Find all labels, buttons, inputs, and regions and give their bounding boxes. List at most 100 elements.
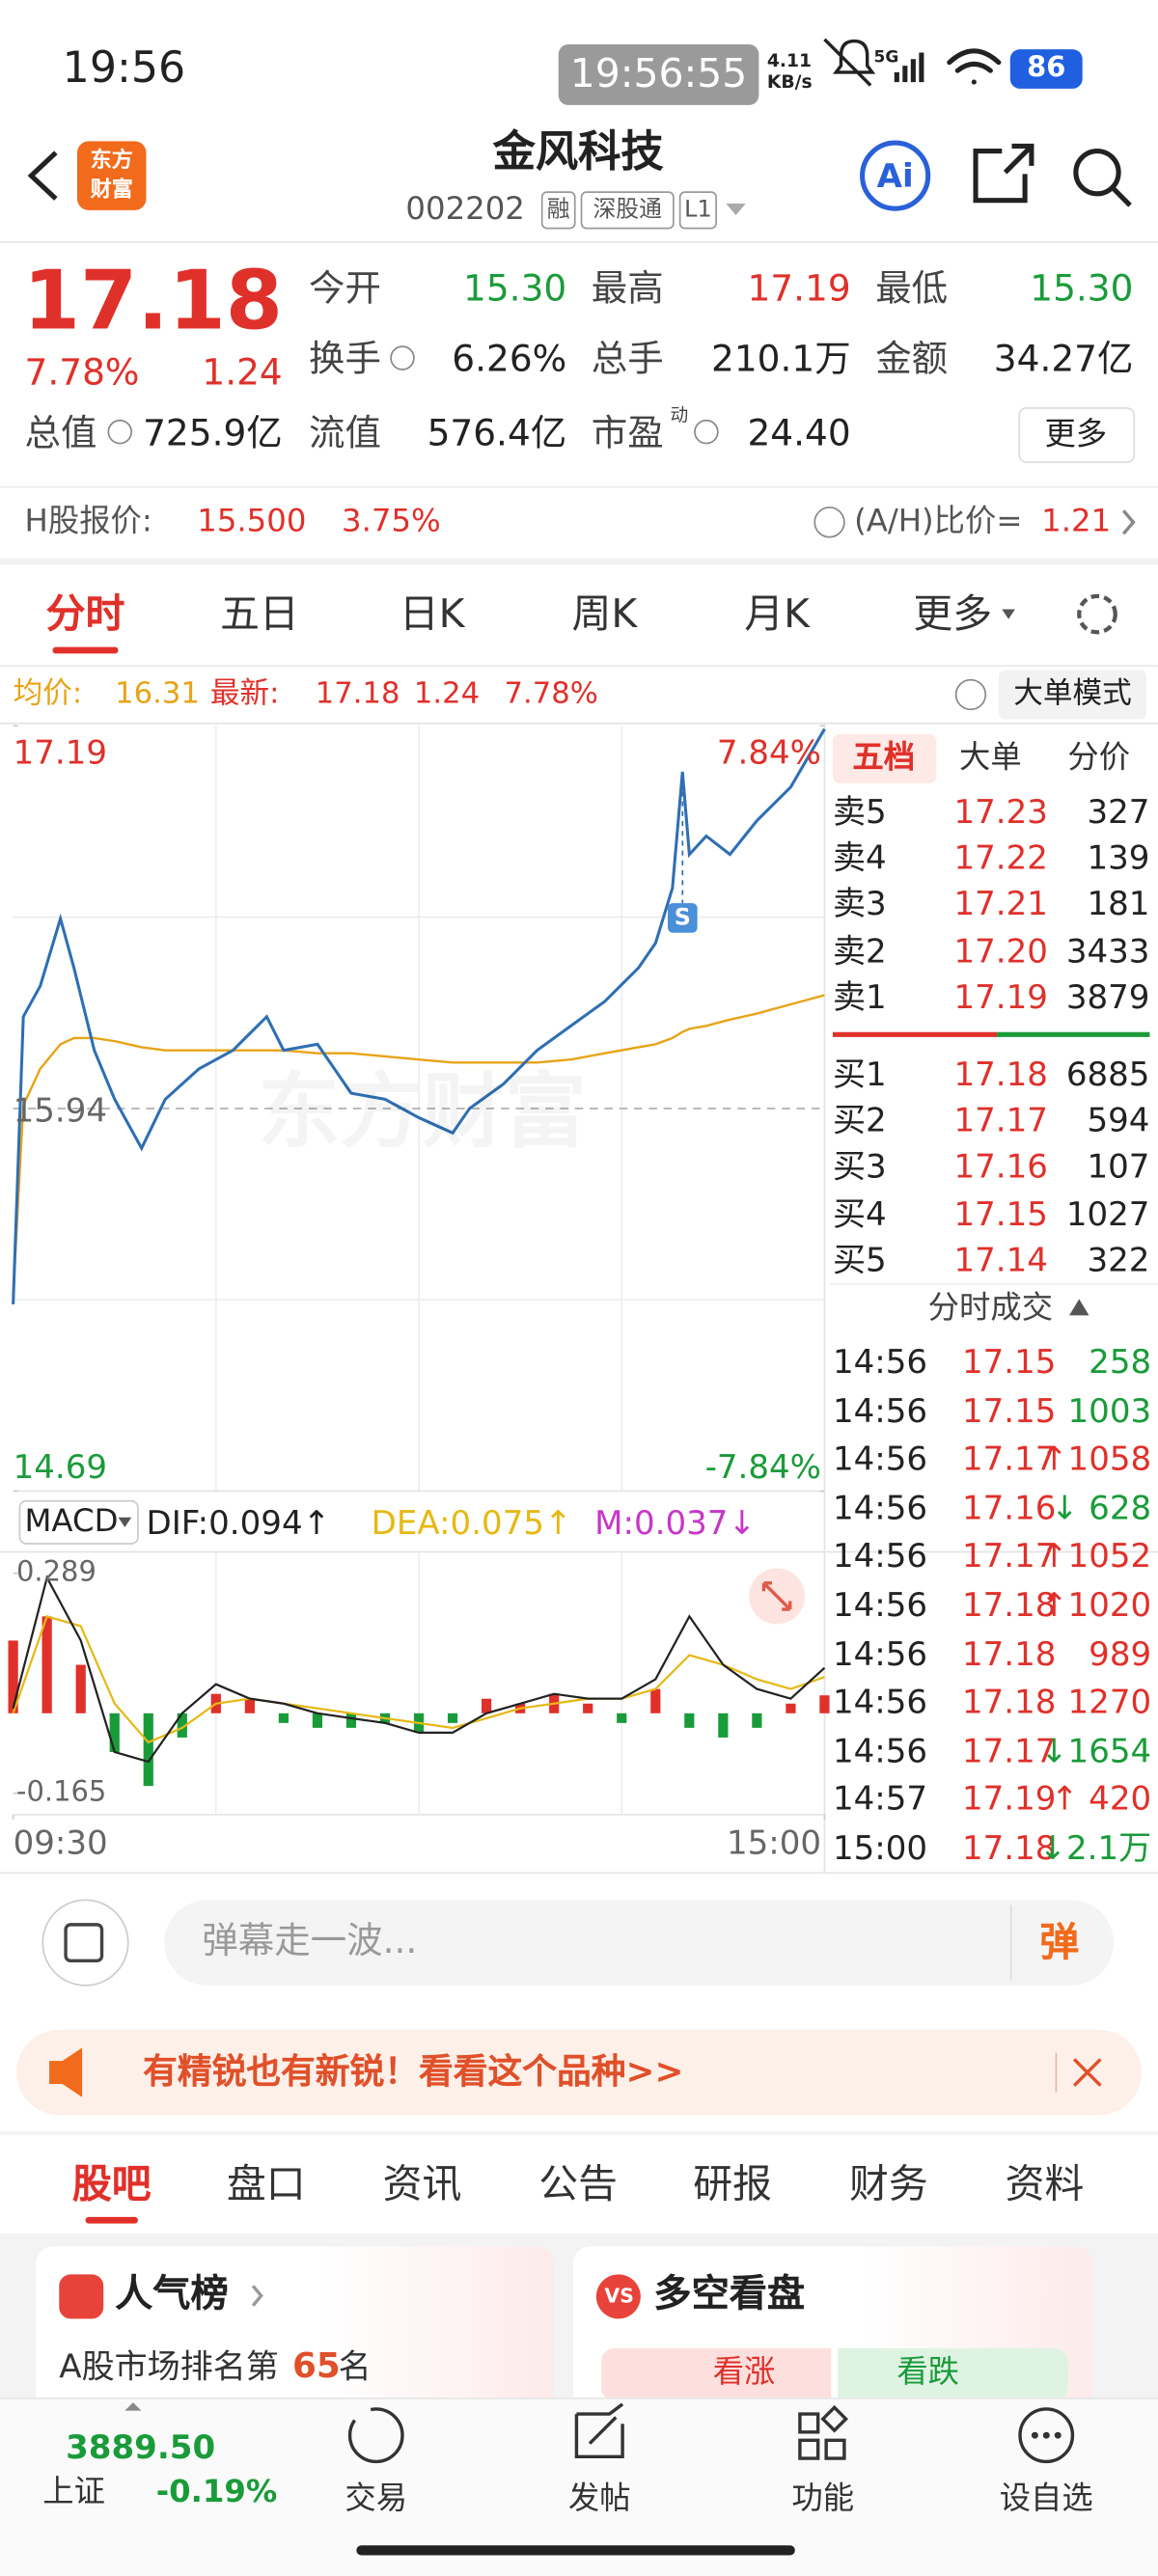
book-tab[interactable]: 大单: [959, 739, 1022, 777]
trade-volume: 1003: [1067, 1389, 1152, 1430]
trade-price: 17.15: [961, 1389, 1057, 1430]
field-value: 24.40: [747, 413, 851, 455]
book-volume: 139: [1087, 837, 1150, 878]
battery-level: 86: [1027, 51, 1066, 85]
section-tab[interactable]: 公告: [538, 2160, 618, 2207]
collapse-icon[interactable]: [124, 2402, 142, 2411]
section-tab[interactable]: 资讯: [382, 2160, 462, 2207]
chart-tab[interactable]: 五日: [220, 590, 299, 638]
index-value[interactable]: 3889.50: [66, 2426, 216, 2467]
barrage-toggle[interactable]: [41, 1899, 129, 1987]
info-icon[interactable]: [107, 419, 133, 445]
chart-tab[interactable]: 周K: [571, 590, 638, 638]
nav-item[interactable]: 设自选: [999, 2480, 1093, 2517]
section-tab[interactable]: 财务: [848, 2160, 928, 2207]
card[interactable]: [36, 2246, 554, 2411]
trade-volume: ↓ 628: [1050, 1487, 1152, 1527]
field-label: 总值: [24, 413, 97, 455]
trades-title: 分时成交: [927, 1289, 1054, 1327]
annotation-text: S: [674, 904, 691, 932]
vote-up-label[interactable]: 看涨: [712, 2353, 776, 2391]
vote-up[interactable]: [600, 2348, 832, 2401]
dropdown-icon[interactable]: [1002, 609, 1015, 619]
macd-bar: [819, 1695, 830, 1713]
chart-tab[interactable]: 月K: [744, 590, 810, 638]
y2-tick-label: 7.84%: [716, 732, 822, 772]
book-label: 卖4: [832, 837, 887, 878]
book-price: 17.23: [953, 791, 1048, 832]
section-tab[interactable]: 股吧: [71, 2160, 152, 2207]
trade-volume: 989: [1089, 1632, 1152, 1673]
change: 1.24: [202, 352, 283, 395]
nav-item[interactable]: 发帖: [567, 2480, 631, 2517]
input-pill[interactable]: [164, 1900, 1115, 1986]
help-icon[interactable]: [813, 507, 845, 538]
megaphone-icon: [49, 2047, 83, 2097]
info-icon[interactable]: [694, 419, 719, 445]
indicator-name[interactable]: MACD: [24, 1503, 119, 1540]
ai-label[interactable]: Ai: [876, 155, 914, 196]
macd-bar: [109, 1713, 120, 1752]
macd-bar: [177, 1713, 187, 1738]
y-tick-label: 15.94: [13, 1090, 108, 1131]
nav-item[interactable]: 交易: [345, 2480, 408, 2517]
latest-label: 最新:: [209, 676, 280, 712]
help-icon[interactable]: [954, 678, 987, 711]
banner-text[interactable]: 有精锐也有新锐！看看这个品种>>: [143, 2051, 684, 2092]
mode-label[interactable]: 大单模式: [1013, 676, 1132, 712]
more-button[interactable]: [1018, 407, 1136, 463]
vote-down-label[interactable]: 看跌: [896, 2353, 960, 2391]
book-volume: 3879: [1065, 976, 1150, 1017]
book-tab[interactable]: 五档: [852, 739, 916, 777]
watchlist-icon[interactable]: [1018, 2407, 1075, 2464]
search-icon[interactable]: [1073, 149, 1121, 197]
share-icon[interactable]: [973, 143, 1034, 204]
chart-tab[interactable]: 日K: [399, 590, 465, 638]
field-label: 换手: [308, 340, 381, 381]
book-price: 17.20: [953, 930, 1048, 971]
banner-bg[interactable]: [16, 2029, 1142, 2116]
dropdown-icon[interactable]: [726, 204, 746, 215]
trade-price: 17.16: [961, 1487, 1057, 1527]
book-tab[interactable]: 分价: [1067, 739, 1131, 777]
chart-tab[interactable]: 分时: [45, 590, 125, 638]
bell-icon: [823, 38, 876, 87]
stock-name: 金风科技: [492, 127, 664, 178]
stock-code: 002202: [405, 191, 525, 228]
nav-item[interactable]: 功能: [791, 2480, 855, 2517]
dropdown-icon[interactable]: [118, 1517, 132, 1527]
back-icon[interactable]: [27, 151, 58, 201]
sort-icon[interactable]: [1069, 1299, 1089, 1316]
vote-down[interactable]: [838, 2348, 1068, 2401]
trade-icon[interactable]: [347, 2407, 404, 2464]
section-tab[interactable]: 资料: [1005, 2160, 1085, 2207]
post-icon[interactable]: [574, 2402, 624, 2459]
ai-icon[interactable]: [860, 140, 931, 211]
function-icon[interactable]: [798, 2404, 848, 2460]
more-button-label[interactable]: 更多: [1044, 416, 1108, 452]
section-tab[interactable]: 盘口: [226, 2160, 306, 2207]
avg-line: [12, 994, 825, 1296]
chart-tab[interactable]: 更多: [913, 590, 993, 638]
mode-button[interactable]: [998, 670, 1147, 720]
book-price: 17.15: [953, 1192, 1048, 1233]
indicator-box[interactable]: [18, 1499, 139, 1545]
logo-text: 东方: [90, 149, 133, 174]
settings-icon[interactable]: [1077, 593, 1117, 635]
barrage-placeholder[interactable]: 弹幕走一波...: [202, 1921, 418, 1963]
trade-price: 17.15: [961, 1341, 1057, 1382]
macd-bar: [650, 1688, 661, 1713]
chevron-icon[interactable]: [251, 2285, 263, 2307]
card-title: 人气榜: [115, 2273, 229, 2316]
signal-icon: [894, 52, 924, 83]
chevron-icon[interactable]: [1121, 509, 1136, 535]
info-icon[interactable]: [390, 345, 415, 370]
close-icon[interactable]: [1072, 2058, 1102, 2087]
book-price: 17.22: [953, 837, 1048, 878]
section-tab[interactable]: 研报: [693, 2160, 772, 2207]
latest-change: 1.24: [413, 676, 481, 712]
barrage-button[interactable]: 弹: [1039, 1919, 1080, 1966]
